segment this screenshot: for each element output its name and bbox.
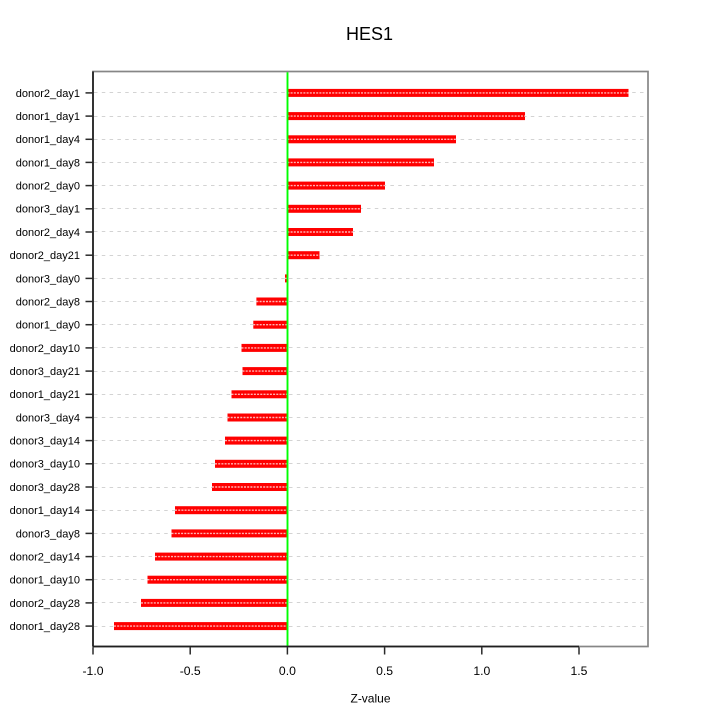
svg-text:donor2_day1: donor2_day1 [16, 88, 80, 100]
svg-text:donor2_day4: donor2_day4 [16, 227, 80, 239]
svg-text:-1.0: -1.0 [82, 664, 103, 678]
svg-text:donor3_day28: donor3_day28 [10, 482, 80, 494]
svg-text:1.5: 1.5 [571, 664, 588, 678]
svg-text:donor2_day28: donor2_day28 [10, 598, 80, 610]
svg-text:donor2_day21: donor2_day21 [10, 250, 80, 262]
svg-text:donor1_day8: donor1_day8 [16, 157, 80, 169]
svg-text:0.0: 0.0 [279, 664, 296, 678]
svg-text:donor1_day1: donor1_day1 [16, 111, 80, 123]
svg-text:Z-value: Z-value [350, 692, 390, 706]
svg-text:donor2_day10: donor2_day10 [10, 343, 80, 355]
svg-text:donor2_day14: donor2_day14 [10, 552, 80, 564]
svg-text:1.0: 1.0 [473, 664, 490, 678]
svg-text:donor1_day14: donor1_day14 [10, 505, 80, 517]
svg-text:-0.5: -0.5 [180, 664, 201, 678]
svg-text:donor1_day4: donor1_day4 [16, 134, 80, 146]
svg-text:donor3_day0: donor3_day0 [16, 273, 80, 285]
svg-text:donor3_day21: donor3_day21 [10, 366, 80, 378]
svg-text:donor3_day8: donor3_day8 [16, 528, 80, 540]
svg-text:donor1_day10: donor1_day10 [10, 575, 80, 587]
svg-text:donor3_day4: donor3_day4 [16, 412, 80, 424]
svg-text:donor1_day28: donor1_day28 [10, 621, 80, 633]
svg-text:donor3_day10: donor3_day10 [10, 459, 80, 471]
svg-text:donor3_day14: donor3_day14 [10, 436, 80, 448]
svg-text:donor2_day0: donor2_day0 [16, 181, 80, 193]
svg-text:donor1_day21: donor1_day21 [10, 389, 80, 401]
svg-text:0.5: 0.5 [376, 664, 393, 678]
svg-text:donor1_day0: donor1_day0 [16, 320, 80, 332]
svg-text:HES1: HES1 [346, 24, 393, 44]
svg-text:donor3_day1: donor3_day1 [16, 204, 80, 216]
svg-text:donor2_day8: donor2_day8 [16, 296, 80, 308]
